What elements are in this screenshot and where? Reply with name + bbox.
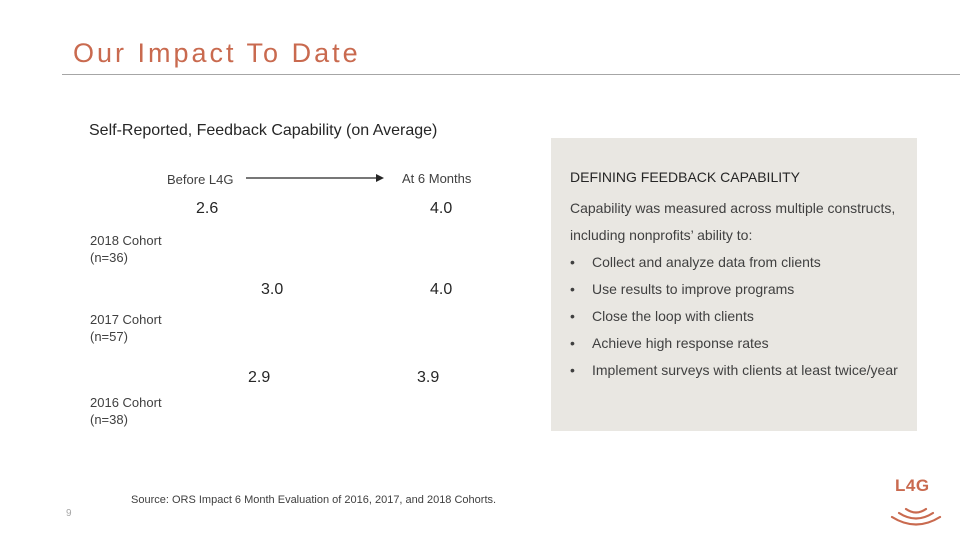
arrow-right-icon (246, 174, 384, 182)
cohort-name: 2016 Cohort (90, 395, 162, 410)
list-item: • Close the loop with clients (570, 303, 900, 330)
column-header-before: Before L4G (167, 172, 234, 187)
bullet-icon: • (570, 281, 575, 297)
value-2018-after: 4.0 (430, 200, 453, 217)
bullet-icon: • (570, 362, 575, 378)
value-2016-before: 2.9 (248, 369, 271, 386)
value-2017-before: 3.0 (261, 281, 284, 298)
signal-waves-icon (890, 507, 942, 526)
value-2017-after: 4.0 (430, 281, 453, 298)
cohort-sample-size: (n=57) (90, 329, 128, 344)
value-2018-before: 2.6 (196, 200, 219, 217)
cohort-label-2016: 2016 Cohort (n=38) (90, 394, 162, 428)
bullet-icon: • (570, 254, 575, 270)
page-number: 9 (66, 508, 72, 519)
cohort-sample-size: (n=36) (90, 250, 128, 265)
logo-text: L4G (895, 476, 930, 495)
bullet-icon: • (570, 335, 575, 351)
definition-panel: DEFINING FEEDBACK CAPABILITY Capability … (551, 138, 917, 431)
list-item: • Implement surveys with clients at least… (570, 357, 900, 384)
panel-heading: DEFINING FEEDBACK CAPABILITY (570, 169, 801, 185)
cohort-label-2017: 2017 Cohort (n=57) (90, 311, 162, 345)
value-2016-after: 3.9 (417, 369, 440, 386)
bullet-icon: • (570, 308, 575, 324)
cohort-sample-size: (n=38) (90, 412, 128, 427)
chart-title: Self-Reported, Feedback Capability (on A… (89, 122, 438, 139)
title-divider (62, 74, 960, 75)
cohort-label-2018: 2018 Cohort (n=36) (90, 232, 162, 266)
list-item: • Collect and analyze data from clients (570, 249, 900, 276)
l4g-logo: L4G (886, 476, 946, 528)
cohort-name: 2017 Cohort (90, 312, 162, 327)
cohort-name: 2018 Cohort (90, 233, 162, 248)
list-item: • Use results to improve programs (570, 276, 900, 303)
capability-list: • Collect and analyze data from clients •… (570, 249, 900, 384)
panel-intro: Capability was measured across multiple … (570, 200, 896, 243)
slide-title: Our Impact To Date (73, 38, 361, 68)
source-note: Source: ORS Impact 6 Month Evaluation of… (131, 494, 497, 506)
column-header-after: At 6 Months (402, 171, 472, 186)
list-item: • Achieve high response rates (570, 330, 900, 357)
